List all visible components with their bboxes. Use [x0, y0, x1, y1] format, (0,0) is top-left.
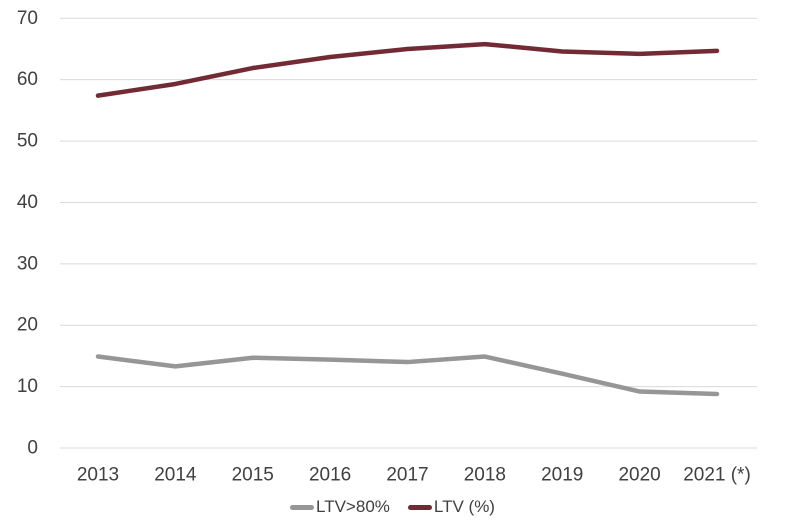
legend-label-ltv-gt-80: LTV>80%: [316, 497, 390, 516]
legend-item-ltv-gt-80: LTV>80%: [290, 497, 390, 517]
series-line-ltv-80-: [95, 354, 720, 397]
y-axis-tick-label: 70: [17, 8, 38, 29]
y-axis-tick-label: 60: [17, 69, 38, 90]
y-axis-tick-label: 30: [17, 253, 38, 274]
x-axis-tick-label: 2018: [464, 465, 506, 486]
y-axis-tick-label: 40: [17, 192, 38, 213]
y-axis-tick-label: 0: [27, 438, 38, 459]
x-axis-tick-label: 2014: [154, 465, 197, 486]
legend-line-marker-darkred: [407, 504, 432, 510]
y-axis-tick-label: 20: [17, 315, 38, 336]
x-axis-tick-label: 2019: [541, 465, 583, 486]
y-axis-tick-label: 50: [17, 131, 38, 152]
x-axis-tick-label: 2015: [232, 465, 274, 486]
legend-line-marker-gray: [290, 504, 315, 510]
x-axis-tick-label: 2020: [618, 465, 660, 486]
y-axis-tick-label: 10: [17, 376, 38, 397]
legend-item-ltv-pct: LTV (%): [407, 497, 495, 517]
x-axis-tick-label: 2021 (*): [683, 465, 751, 486]
chart-legend: LTV>80% LTV (%): [0, 497, 785, 517]
legend-label-ltv-pct: LTV (%): [433, 497, 495, 516]
x-axis-tick-label: 2016: [309, 465, 351, 486]
series-line-ltv-: [95, 41, 720, 98]
x-axis-tick-label: 2013: [77, 465, 119, 486]
x-axis-tick-label: 2017: [386, 465, 428, 486]
